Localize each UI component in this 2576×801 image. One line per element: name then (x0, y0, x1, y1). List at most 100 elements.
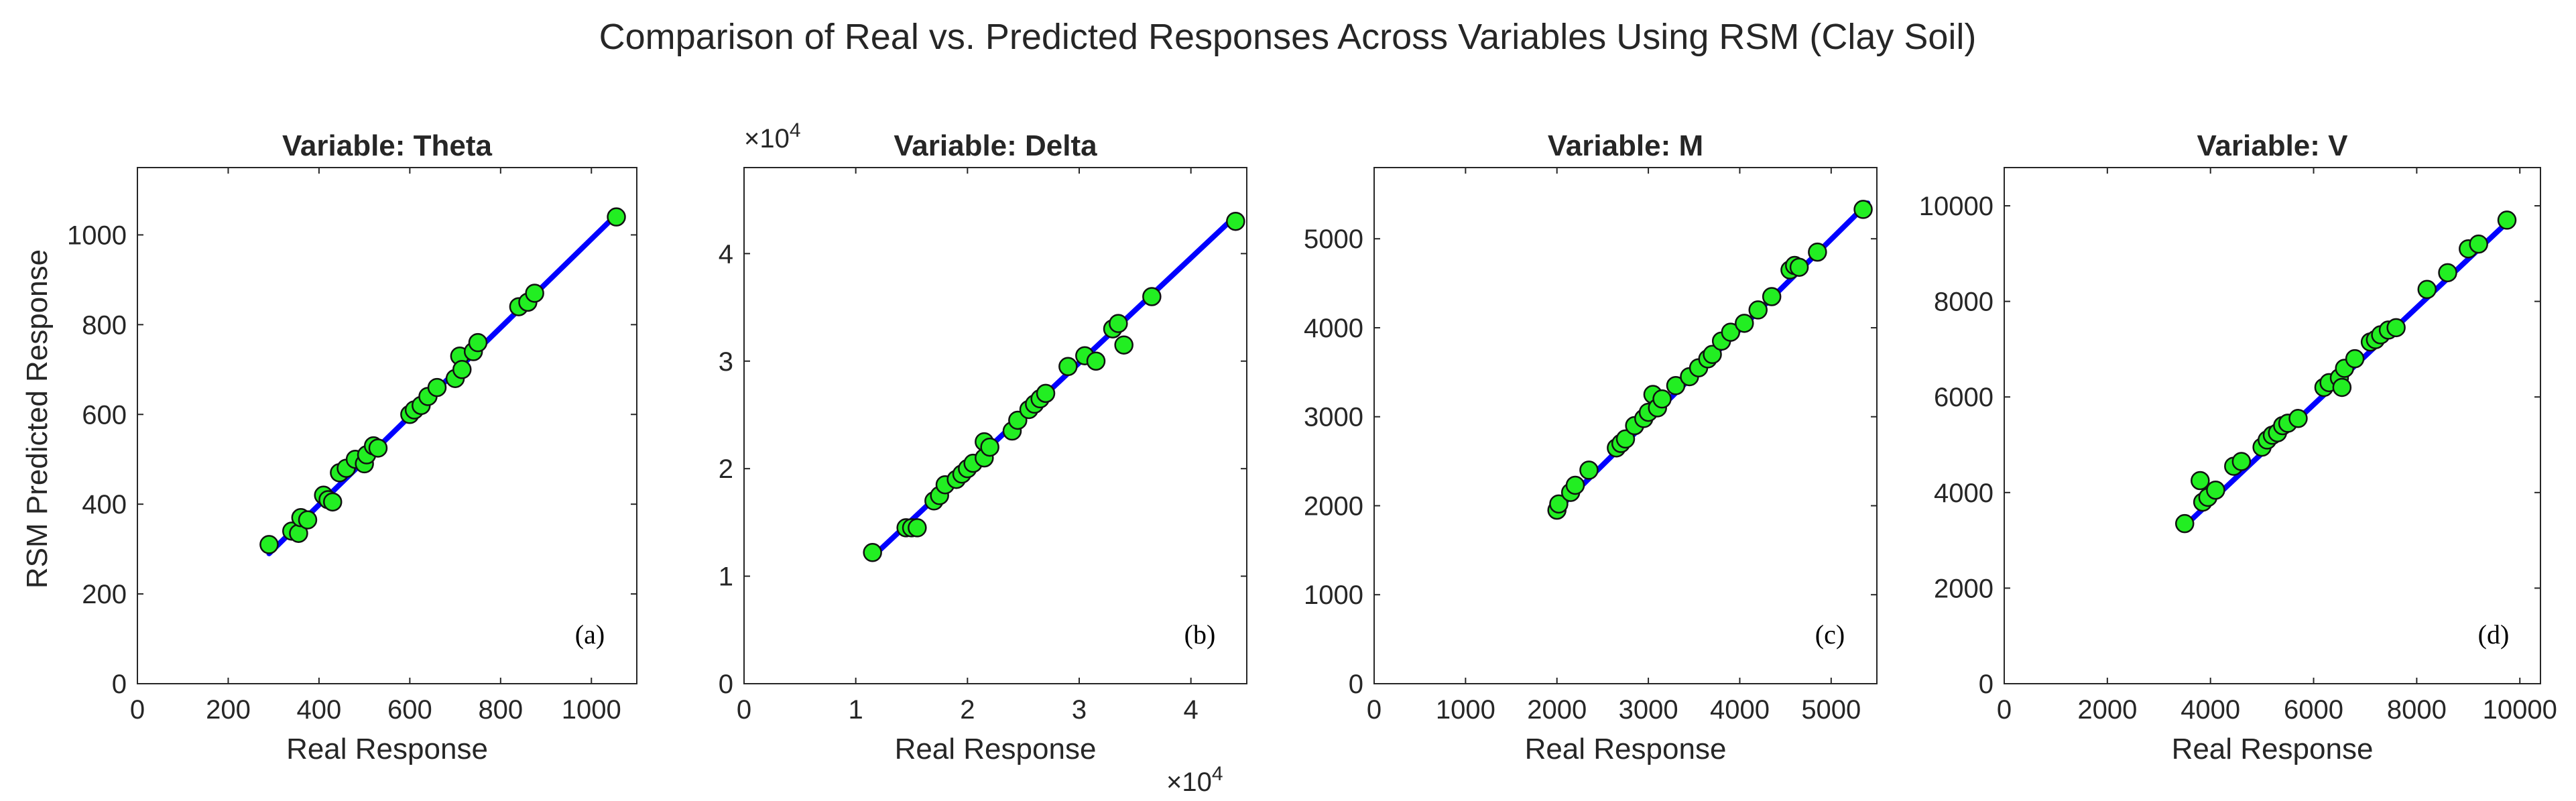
y-tick-label: 8000 (1934, 288, 1994, 317)
y-tick-label: 5000 (1304, 225, 1363, 254)
x-axis-label: Real Response (895, 733, 1097, 765)
data-point (1762, 287, 1782, 306)
x-tick-label: 1000 (562, 695, 621, 725)
y-tick-label: 0 (1979, 670, 1994, 699)
x-tick-label: 5000 (1801, 695, 1861, 725)
y-exponent-label: ×104 (744, 119, 801, 153)
chart-title: Variable: Delta (894, 129, 1097, 162)
y-tick-label: 2000 (1304, 491, 1363, 521)
data-point (2497, 210, 2517, 230)
x-tick-label: 0 (1367, 695, 1382, 725)
data-point (1036, 383, 1056, 404)
data-point (1058, 357, 1078, 377)
x-axis-label: Real Response (1525, 733, 1727, 765)
chart-panel-c: 0 1000 2000 3000 4000 5000 0 1000 2000 3000 4000 50… (1304, 129, 1878, 765)
y-tick-label: 400 (82, 490, 127, 519)
data-point (298, 510, 318, 530)
data-point (1721, 322, 1741, 342)
x-tick-label: 4000 (1710, 695, 1770, 725)
x-tick-label: 800 (478, 695, 523, 725)
panel-label: (b) (1184, 619, 1216, 650)
x-tick-label: 4000 (2181, 695, 2240, 725)
y-tick-label: 10000 (1919, 192, 1994, 221)
x-tick-label: 0 (737, 695, 751, 725)
data-point (908, 518, 927, 538)
chart-panel-a: 0 200 400 600 800 1000 0 200 400 600 800 1000 Variab… (67, 129, 637, 765)
data-point (1226, 211, 1245, 231)
x-tick-label: 4 (1184, 695, 1199, 725)
data-point (1114, 335, 1133, 355)
data-point (1109, 314, 1128, 333)
data-point (1579, 460, 1599, 480)
data-point (368, 438, 388, 458)
data-point (1789, 257, 1809, 277)
x-tick-label: 3 (1072, 695, 1087, 725)
x-tick-label: 1000 (1436, 695, 1495, 725)
x-tick-label: 2000 (2077, 695, 2137, 725)
y-tick-label: 800 (82, 310, 127, 340)
data-point (2386, 318, 2406, 338)
chart-panel-d: 0 2000 4000 6000 8000 10000 0 2000 4000 6000 8000 1… (1919, 129, 2557, 765)
y-tick-label: 4 (719, 239, 733, 269)
plot-area (743, 167, 1247, 684)
plot-area (137, 167, 637, 684)
data-point (468, 332, 488, 353)
y-tick-label: 200 (82, 580, 127, 609)
y-tick-label: 6000 (1934, 383, 1994, 412)
data-point (2332, 377, 2352, 397)
x-axis-label: Real Response (286, 733, 488, 765)
x-tick-label: 6000 (2284, 695, 2343, 725)
data-point (607, 207, 626, 227)
data-point (259, 535, 279, 554)
chart-panels: 0 200 400 600 800 100002004006008001000Variab… (67, 119, 2557, 797)
panel-label: (d) (2478, 619, 2510, 650)
data-point (2288, 409, 2308, 428)
x-exponent-label: ×104 (1166, 763, 1223, 797)
panel-label: (c) (1815, 619, 1845, 650)
x-tick-label: 2000 (1527, 695, 1587, 725)
x-tick-label: 0 (1997, 695, 2012, 725)
chart-title: Variable: Theta (282, 129, 493, 162)
y-tick-label: 2000 (1934, 574, 1994, 603)
data-point (2231, 452, 2252, 471)
y-tick-label: 600 (82, 400, 127, 430)
shared-y-axis-label: RSM Predicted Response (21, 249, 54, 589)
panel-label: (a) (575, 619, 605, 650)
data-point (2206, 481, 2225, 500)
x-tick-label: 3000 (1619, 695, 1678, 725)
x-tick-label: 2 (960, 695, 975, 725)
x-tick-label: 10000 (2483, 695, 2557, 725)
y-tick-label: 3 (719, 347, 733, 377)
data-point (1748, 300, 1768, 320)
data-point (1565, 475, 1585, 495)
data-point (1652, 389, 1672, 409)
data-point (1142, 287, 1162, 306)
y-tick-label: 0 (1349, 670, 1363, 699)
data-point (525, 284, 544, 303)
figure-title: Comparison of Real vs. Predicted Respons… (599, 17, 1977, 57)
data-point (2417, 280, 2437, 300)
x-tick-label: 1 (849, 695, 863, 725)
data-point (863, 543, 882, 562)
chart-title: Variable: V (2197, 129, 2348, 162)
data-point (427, 377, 447, 397)
y-tick-label: 4000 (1934, 479, 1994, 508)
data-point (1853, 200, 1873, 219)
x-tick-label: 8000 (2387, 695, 2447, 725)
data-point (1735, 314, 1754, 333)
data-point (2174, 513, 2195, 534)
y-tick-label: 1000 (1304, 580, 1363, 610)
y-tick-label: 0 (719, 670, 733, 699)
y-tick-label: 3000 (1304, 403, 1363, 432)
chart-panel-b: 0 1 2 3 4 0 1 2 3 4 Variable: Delta Real Response (b… (719, 119, 1247, 797)
data-point (980, 437, 999, 457)
data-point (2469, 234, 2488, 254)
y-tick-label: 0 (112, 670, 127, 699)
data-point (2191, 471, 2210, 491)
data-point (1615, 429, 1636, 449)
data-point (1549, 494, 1569, 514)
y-tick-label: 1 (719, 562, 733, 592)
data-point (1666, 376, 1686, 395)
y-tick-label: 4000 (1304, 314, 1363, 343)
